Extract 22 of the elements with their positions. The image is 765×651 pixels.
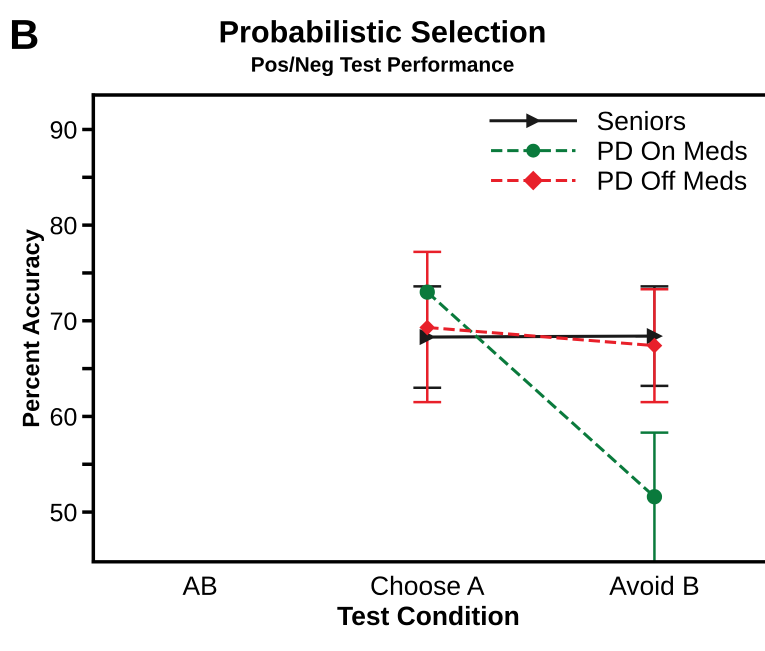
x-tick-label: Choose A: [371, 576, 484, 596]
point: [420, 284, 435, 300]
chart-subtitle: Pos/Neg Test Performance: [252, 56, 514, 76]
y-tick-label: 80: [50, 216, 76, 234]
point: [646, 328, 662, 344]
y-tick-label: 60: [50, 408, 76, 426]
point: [420, 320, 435, 336]
y-tick-label: 90: [50, 121, 76, 139]
point: [646, 338, 662, 354]
y-tick-label: 70: [50, 312, 76, 330]
chart-title: Probabilistic Selection: [220, 20, 544, 43]
text: B: [12, 20, 38, 49]
x-tick-label: AB: [182, 576, 216, 595]
y-tick-label: 50: [50, 504, 76, 522]
x-tick-label: Avoid B: [609, 576, 698, 596]
y-axis-title: Percent Accuracy: [22, 229, 44, 426]
x-axis-title: Test Condition: [337, 606, 518, 626]
legend-label: Seniors: [598, 110, 686, 130]
legend-label: PD Off Meds: [598, 170, 746, 190]
point: [646, 489, 662, 504]
legend-label: PD On Meds: [598, 140, 747, 160]
point: [420, 329, 435, 345]
